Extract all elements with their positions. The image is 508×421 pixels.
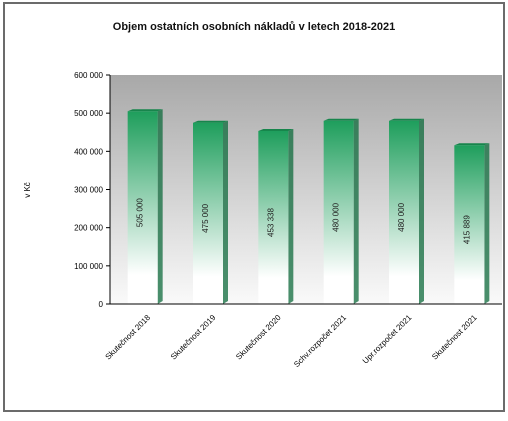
bar-top	[258, 128, 294, 131]
bar-top	[127, 109, 163, 112]
y-tick-label: 200 000	[74, 224, 103, 233]
bar-side	[288, 128, 294, 304]
bar-side	[484, 143, 490, 304]
x-tick-label: Skutečnost 2018	[104, 313, 153, 362]
bar-value-label: 475 000	[201, 203, 210, 232]
bar-value-label: 505 000	[136, 198, 145, 227]
y-axis: 0 100 000 200 000 300 000 400 000 500 000 600 …	[74, 71, 110, 309]
y-tick-label: 100 000	[74, 262, 103, 271]
x-axis-labels: Skutečnost 2018 Skutečnost 2019 Skutečnost…	[104, 313, 480, 369]
y-tick-label: 400 000	[74, 147, 103, 156]
bar-top	[323, 118, 359, 121]
bar-top	[389, 118, 424, 121]
x-tick-label: Skutečnost 2019	[169, 313, 218, 362]
bar	[127, 111, 158, 304]
bar-value-label: 480 000	[332, 202, 341, 231]
bar-side	[419, 118, 424, 304]
bar-value-label: 415 889	[462, 215, 471, 244]
x-tick-label: Upr.rozpočet 2021	[361, 313, 414, 366]
bar-top	[193, 120, 228, 123]
bar	[389, 120, 419, 304]
bars-group: 505 000 475 000 453 338 480 000 480 000 415 8…	[127, 109, 490, 304]
bar-value-label: 453 338	[266, 207, 275, 236]
x-tick-label: Schv.rozpočet 2021	[292, 313, 348, 369]
plot-area	[110, 75, 502, 304]
x-tick-label: Skutečnost 2020	[234, 313, 283, 362]
y-tick-label: 500 000	[74, 109, 103, 118]
bar-side	[353, 118, 359, 304]
bar	[258, 130, 289, 304]
y-tick-label: 0	[99, 300, 104, 309]
x-tick-label: Skutečnost 2021	[430, 313, 479, 362]
y-tick-label: 300 000	[74, 186, 103, 195]
y-axis-label: v Kč	[23, 182, 32, 198]
bar	[454, 145, 485, 304]
bar-side	[223, 120, 228, 304]
chart-title: Objem ostatních osobních nákladů v letec…	[113, 21, 395, 33]
bar-value-label: 480 000	[397, 202, 406, 231]
outer-border	[3, 2, 505, 412]
bar-top	[454, 143, 490, 146]
bar	[323, 120, 354, 304]
y-tick-label: 600 000	[74, 71, 103, 80]
bar-side	[157, 109, 163, 304]
bar	[193, 122, 223, 304]
